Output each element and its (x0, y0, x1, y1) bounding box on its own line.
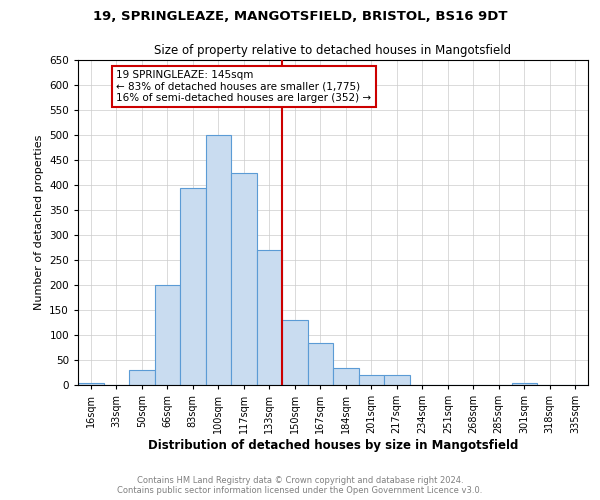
Bar (308, 342, 333, 385)
Bar (359, 375, 384, 385)
Text: 19 SPRINGLEAZE: 145sqm
← 83% of detached houses are smaller (1,775)
16% of semi-: 19 SPRINGLEAZE: 145sqm ← 83% of detached… (116, 70, 371, 103)
Bar (257, 250, 282, 385)
Bar (129, 370, 155, 385)
X-axis label: Distribution of detached houses by size in Mangotsfield: Distribution of detached houses by size … (148, 439, 518, 452)
Text: 19, SPRINGLEAZE, MANGOTSFIELD, BRISTOL, BS16 9DT: 19, SPRINGLEAZE, MANGOTSFIELD, BRISTOL, … (93, 10, 507, 23)
Bar (155, 285, 180, 385)
Bar (384, 375, 409, 385)
Bar (231, 172, 257, 385)
Title: Size of property relative to detached houses in Mangotsfield: Size of property relative to detached ho… (154, 44, 512, 58)
Bar (180, 188, 205, 385)
Y-axis label: Number of detached properties: Number of detached properties (34, 135, 44, 310)
Bar (333, 368, 359, 385)
Text: Contains HM Land Registry data © Crown copyright and database right 2024.
Contai: Contains HM Land Registry data © Crown c… (118, 476, 482, 495)
Bar (78, 382, 104, 385)
Bar (282, 320, 308, 385)
Bar (205, 135, 231, 385)
Bar (511, 382, 537, 385)
